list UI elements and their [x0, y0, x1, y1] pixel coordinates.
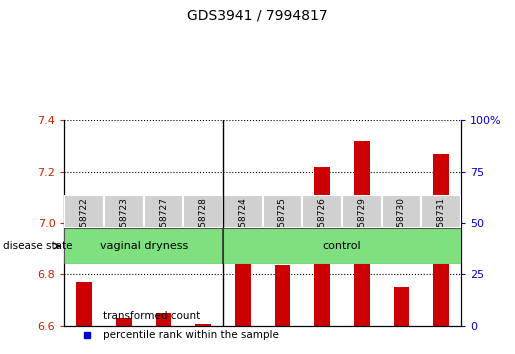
Text: GSM658730: GSM658730	[397, 198, 406, 252]
Bar	[263, 195, 302, 228]
Bar	[235, 231, 251, 326]
Text: GDS3941 / 7994817: GDS3941 / 7994817	[187, 9, 328, 23]
Text: percentile rank within the sample: percentile rank within the sample	[102, 330, 279, 340]
Bar	[314, 167, 330, 326]
Text: GSM658731: GSM658731	[437, 198, 445, 252]
Bar	[382, 195, 421, 228]
Bar	[104, 195, 144, 228]
Bar	[64, 228, 223, 264]
Text: GSM658726: GSM658726	[318, 198, 327, 252]
Bar	[433, 154, 449, 326]
Text: vaginal dryness: vaginal dryness	[99, 241, 188, 251]
Text: disease state: disease state	[3, 241, 72, 251]
Text: GSM658725: GSM658725	[278, 198, 287, 252]
Bar	[421, 195, 461, 228]
Text: transformed count: transformed count	[102, 311, 200, 321]
Text: GSM658724: GSM658724	[238, 198, 247, 252]
Text: GSM658723: GSM658723	[119, 198, 128, 252]
Bar	[354, 141, 370, 326]
Bar	[156, 313, 171, 326]
Bar	[144, 195, 183, 228]
Bar	[64, 195, 104, 228]
Bar	[195, 324, 211, 326]
Bar	[76, 282, 92, 326]
Bar	[393, 287, 409, 326]
Bar	[183, 195, 223, 228]
Bar	[223, 228, 461, 264]
Text: GSM658722: GSM658722	[80, 198, 89, 252]
Text: control: control	[322, 241, 361, 251]
Bar	[223, 195, 263, 228]
Text: GSM658729: GSM658729	[357, 198, 366, 252]
Bar	[116, 318, 132, 326]
Text: GSM658728: GSM658728	[199, 198, 208, 252]
Bar	[302, 195, 342, 228]
Bar	[342, 195, 382, 228]
Bar	[274, 266, 290, 326]
Text: GSM658727: GSM658727	[159, 198, 168, 252]
